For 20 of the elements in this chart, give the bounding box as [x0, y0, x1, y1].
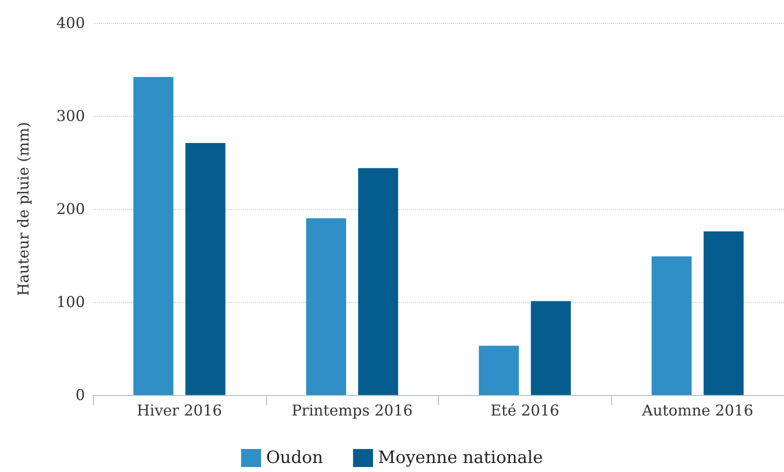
- y-tick-label: 400: [56, 14, 85, 32]
- bar: [478, 346, 519, 395]
- y-tick-label: 100: [56, 293, 85, 311]
- bar: [185, 142, 226, 395]
- bar: [358, 168, 398, 395]
- bar: [704, 231, 744, 395]
- bar: [306, 218, 346, 395]
- x-tick-label: Automne 2016: [640, 402, 754, 420]
- y-tick-label: 0: [75, 386, 85, 404]
- bar: [652, 256, 692, 395]
- x-tick-label: Printemps 2016: [292, 402, 413, 420]
- legend-label: Moyenne nationale: [378, 448, 543, 468]
- y-tick-label: 300: [56, 107, 85, 125]
- y-axis-title: Hauteur de pluie (mm): [14, 122, 32, 296]
- legend-label: Oudon: [266, 448, 324, 468]
- y-tick-label: 200: [56, 200, 85, 218]
- bar: [133, 76, 174, 395]
- x-tick-label: Eté 2016: [490, 402, 560, 420]
- x-tick-label: Hiver 2016: [136, 402, 222, 420]
- bar: [530, 301, 571, 395]
